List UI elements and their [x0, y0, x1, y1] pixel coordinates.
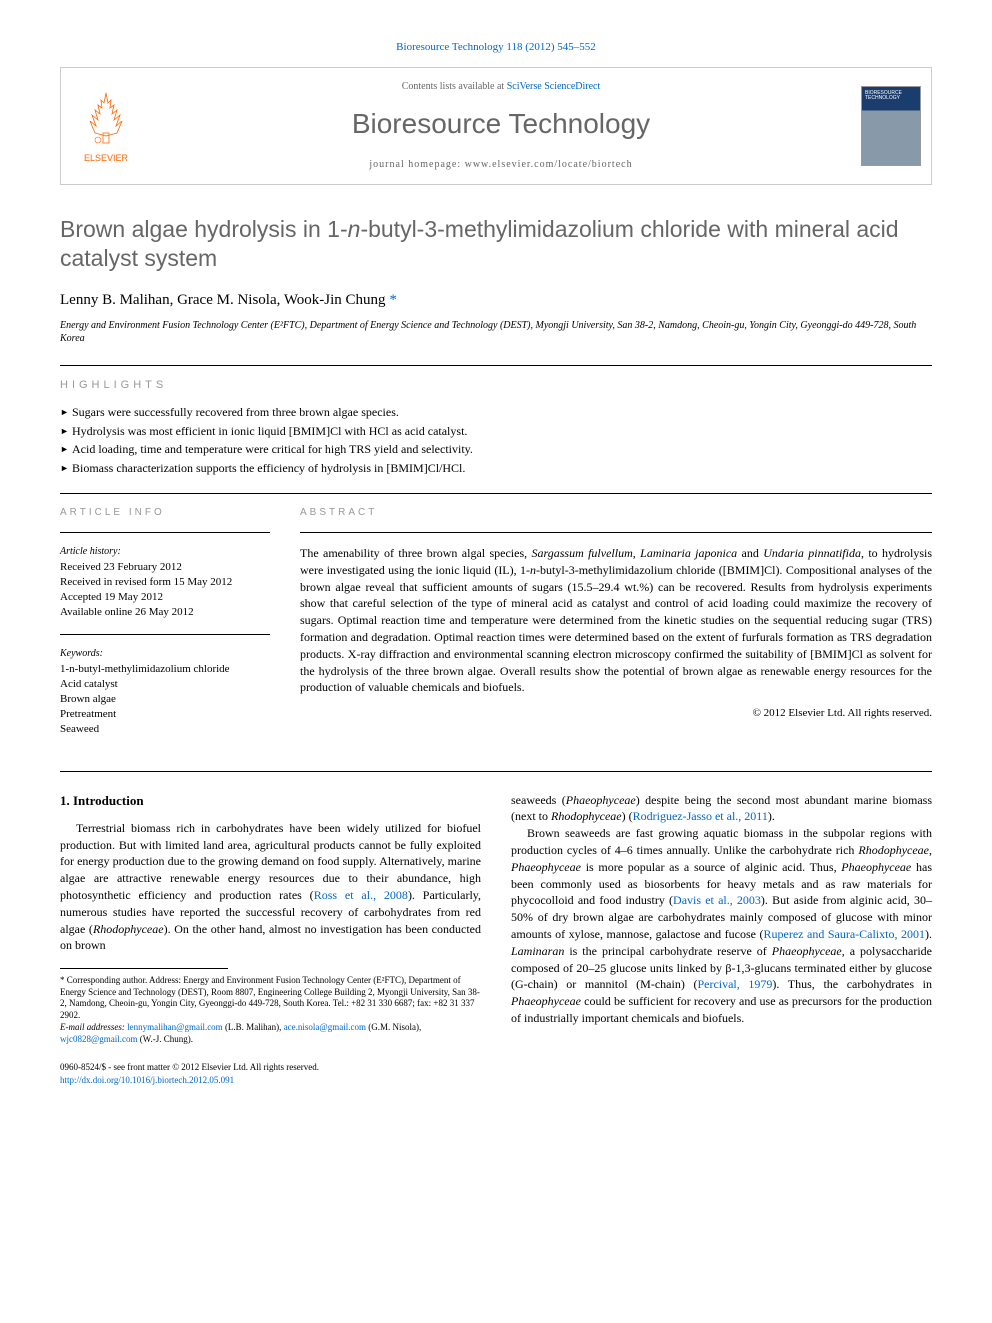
abstract-span: and: [737, 546, 763, 560]
citation-link[interactable]: Percival, 1979: [697, 977, 772, 991]
left-column: 1. Introduction Terrestrial biomass rich…: [60, 792, 481, 1046]
citation-link[interactable]: Ruperez and Saura-Calixto, 2001: [764, 927, 925, 941]
abstract-span: The amenability of three brown algal spe…: [300, 546, 532, 560]
journal-header: ELSEVIER Contents lists available at Sci…: [60, 67, 932, 184]
cover-thumbnail: BIORESOURCE TECHNOLOGY: [861, 86, 921, 166]
italic-term: Rhodophyceae: [858, 843, 929, 857]
contents-line: Contents lists available at SciVerse Sci…: [171, 80, 831, 94]
intro-heading: 1. Introduction: [60, 792, 481, 810]
body-span: is more popular as a source of alginic a…: [581, 860, 841, 874]
email-line: E-mail addresses: lennymalihan@gmail.com…: [60, 1022, 481, 1045]
divider: [60, 532, 270, 533]
citation-line: Bioresource Technology 118 (2012) 545–55…: [60, 40, 932, 55]
copyright-line: © 2012 Elsevier Ltd. All rights reserved…: [300, 706, 932, 721]
species-italic: Laminaria japonica: [640, 546, 737, 560]
history-label: Article history:: [60, 545, 270, 559]
keywords-label: Keywords:: [60, 647, 270, 661]
publisher-logo: ELSEVIER: [61, 68, 151, 183]
authors-list: Lenny B. Malihan, Grace M. Nisola, Wook-…: [60, 292, 386, 308]
online-date: Available online 26 May 2012: [60, 605, 270, 620]
highlight-item: Sugars were successfully recovered from …: [60, 404, 932, 421]
accepted-date: Accepted 19 May 2012: [60, 590, 270, 605]
keyword: Brown algae: [60, 692, 270, 707]
italic-term: Phaeophyceae: [511, 994, 581, 1008]
publisher-name: ELSEVIER: [84, 152, 128, 165]
sciencedirect-link[interactable]: SciVerse ScienceDirect: [507, 81, 601, 92]
highlights-label: HIGHLIGHTS: [60, 378, 932, 393]
elsevier-tree-icon: [76, 88, 136, 148]
journal-name: Bioresource Technology: [171, 104, 831, 143]
revised-date: Received in revised form 15 May 2012: [60, 575, 270, 590]
title-part1: Brown algae hydrolysis in 1-: [60, 216, 348, 242]
body-span: ) (: [622, 809, 633, 823]
affiliation: Energy and Environment Fusion Technology…: [60, 319, 932, 345]
divider: [60, 634, 270, 635]
intro-paragraph: Terrestrial biomass rich in carbohydrate…: [60, 820, 481, 954]
body-span: ). Thus, the carbohydrates in: [772, 977, 932, 991]
corresponding-footnote: * Corresponding author. Address: Energy …: [60, 975, 481, 1045]
footer-left: 0960-8524/$ - see front matter © 2012 El…: [60, 1061, 319, 1086]
email-link[interactable]: wjc0828@gmail.com: [60, 1034, 138, 1044]
species-italic: Undaria pinnatifida: [763, 546, 861, 560]
article-info-column: ARTICLE INFO Article history: Received 2…: [60, 506, 270, 751]
highlight-item: Biomass characterization supports the ef…: [60, 460, 932, 477]
citation-link[interactable]: Davis et al., 2003: [673, 893, 761, 907]
italic-term: Rhodophyceae: [551, 809, 622, 823]
italic-term: Rhodophyceae: [93, 922, 164, 936]
abstract-span: -butyl-3-methylimidazolium chloride ([BM…: [300, 563, 932, 695]
species-italic: Sargassum fulvellum: [532, 546, 633, 560]
email-label: E-mail addresses:: [60, 1022, 125, 1032]
italic-term: Phaeophyceae: [566, 793, 636, 807]
footer: 0960-8524/$ - see front matter © 2012 El…: [60, 1061, 932, 1086]
italic-term: Phaeophyceae: [841, 860, 911, 874]
divider: [60, 493, 932, 494]
email-name: (W.-J. Chung).: [138, 1034, 193, 1044]
body-span: seaweeds (: [511, 793, 566, 807]
highlights-list: Sugars were successfully recovered from …: [60, 404, 932, 477]
highlight-item: Hydrolysis was most efficient in ionic l…: [60, 423, 932, 440]
abstract-column: ABSTRACT The amenability of three brown …: [300, 506, 932, 751]
right-column: seaweeds (Phaeophyceae) despite being th…: [511, 792, 932, 1046]
corr-author-address: * Corresponding author. Address: Energy …: [60, 975, 481, 1022]
journal-cover: BIORESOURCE TECHNOLOGY: [851, 68, 931, 183]
body-span: ).: [768, 809, 775, 823]
body-span: ,: [929, 843, 932, 857]
email-name: (L.B. Malihan),: [223, 1022, 284, 1032]
title-italic-n: n: [348, 216, 361, 242]
corresponding-mark[interactable]: *: [389, 292, 397, 308]
citation-link[interactable]: Ross et al., 2008: [314, 888, 408, 902]
email-name: (G.M. Nisola),: [366, 1022, 421, 1032]
divider: [60, 365, 932, 366]
keyword: Pretreatment: [60, 707, 270, 722]
contents-prefix: Contents lists available at: [402, 81, 507, 92]
italic-term: Phaeophyceae: [772, 944, 842, 958]
email-link[interactable]: ace.nisola@gmail.com: [284, 1022, 366, 1032]
keyword: Seaweed: [60, 722, 270, 737]
body-span: is the principal carbohydrate reserve of: [564, 944, 771, 958]
citation-link[interactable]: Rodriguez-Jasso et al., 2011: [633, 809, 768, 823]
article-info-label: ARTICLE INFO: [60, 506, 270, 520]
italic-term: Laminaran: [511, 944, 564, 958]
footnote-divider: [60, 968, 228, 969]
doi-link[interactable]: http://dx.doi.org/10.1016/j.biortech.201…: [60, 1075, 234, 1085]
cover-title-text: BIORESOURCE TECHNOLOGY: [865, 91, 920, 102]
highlight-item: Acid loading, time and temperature were …: [60, 441, 932, 458]
email-link[interactable]: lennymalihan@gmail.com: [127, 1022, 223, 1032]
right-paragraph-2: Brown seaweeds are fast growing aquatic …: [511, 825, 932, 1027]
divider: [60, 771, 932, 772]
keyword: 1-n-butyl-methylimidazolium chloride: [60, 662, 270, 677]
keyword: Acid catalyst: [60, 677, 270, 692]
body-span: ).: [925, 927, 932, 941]
homepage-line: journal homepage: www.elsevier.com/locat…: [171, 158, 831, 172]
abstract-label: ABSTRACT: [300, 506, 932, 520]
received-date: Received 23 February 2012: [60, 560, 270, 575]
article-title: Brown algae hydrolysis in 1-n-butyl-3-me…: [60, 215, 932, 275]
abstract-text: The amenability of three brown algal spe…: [300, 545, 932, 696]
authors-line: Lenny B. Malihan, Grace M. Nisola, Wook-…: [60, 290, 932, 311]
issn-line: 0960-8524/$ - see front matter © 2012 El…: [60, 1061, 319, 1074]
right-paragraph-1: seaweeds (Phaeophyceae) despite being th…: [511, 792, 932, 826]
divider: [300, 532, 932, 533]
italic-term: Phaeophyceae: [511, 860, 581, 874]
